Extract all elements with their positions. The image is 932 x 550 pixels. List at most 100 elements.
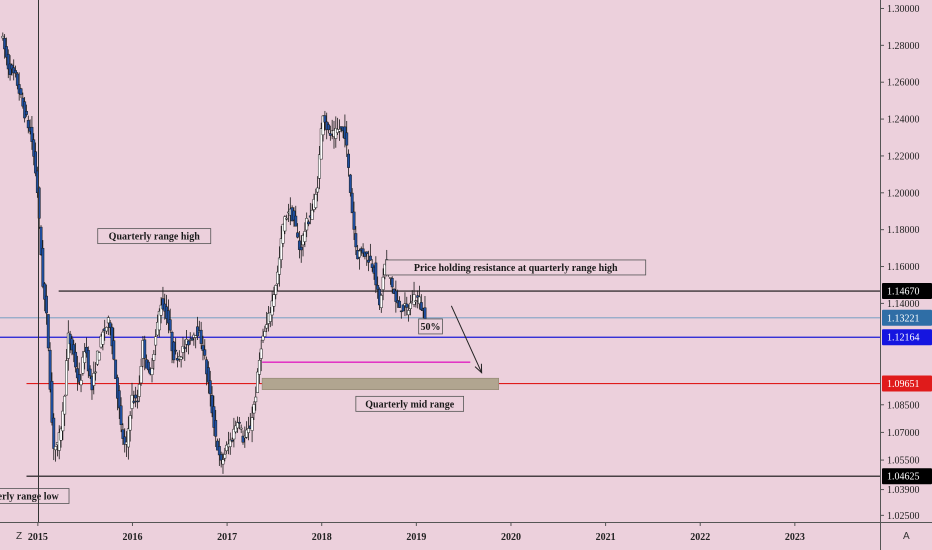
candle-body-226 [412,294,416,305]
candle-body-66 [121,429,125,439]
candle-body-84 [154,336,158,346]
candle-body-22 [41,247,45,287]
candle-body-180 [328,133,332,136]
x-tick-label-0: 2015 [28,532,48,543]
candle-body-5 [10,64,14,70]
candle-body-7 [14,70,17,74]
candle-body-196 [358,250,361,258]
auto-scale-button[interactable]: A [903,531,910,542]
y-tick-label-13: 1.02500 [887,511,920,522]
candle-body-27 [50,380,54,423]
candle-body-120 [219,454,223,461]
candle-body-224 [408,302,412,309]
level-price-badge-0 [882,283,932,300]
candle-body-168 [307,221,310,225]
candle-body-80 [146,361,150,371]
candle-body-62 [114,359,118,379]
candle-body-206 [376,284,380,290]
candle-body-132 [241,435,245,443]
candle-body-151 [276,271,280,285]
target-zone-layer [261,361,499,390]
candle-body-91 [166,310,170,324]
candle-body-100 [183,347,187,349]
y-tick-label-3: 1.24000 [887,115,920,126]
candle-body-32 [59,428,63,441]
candle-body-222 [405,303,409,308]
y-tick-label-8: 1.14000 [887,299,920,310]
candle-body-121 [221,459,225,465]
annotation-box-0 [97,228,212,245]
candle-body-161 [294,215,298,227]
annotation-box-3 [355,395,464,412]
candle-body-12 [23,101,27,119]
candle-body-59 [108,322,112,328]
candle-body-36 [66,332,70,359]
candle-body-203 [370,263,374,268]
candle-body-67 [123,436,127,445]
candle-body-149 [272,294,276,307]
annotation-text-0: Quarterly range high [109,232,201,243]
candle-body-75 [137,384,141,397]
annotation-text-2: 50% [421,322,441,333]
candle-body-87 [159,304,163,316]
candle-body-160 [292,210,296,221]
candle-body-216 [394,290,398,302]
candle-body-95 [174,349,178,352]
candle-body-24 [45,295,48,314]
level-price-label-3: 1.09651 [887,379,920,390]
candle-body-110 [201,345,205,351]
candle-body-125 [228,439,232,447]
candle-body-3 [6,53,10,70]
candle-body-117 [214,419,218,437]
candle-body-122 [223,454,227,459]
y-tick-label-9: 1.08500 [887,400,920,411]
candle-body-145 [265,324,269,329]
level-price-badge-3 [882,375,932,392]
level-price-badge-4 [882,468,932,485]
price-level-labels: 1.14670 1.13221 1.12164 1.09651 1.04625 [882,283,932,485]
candle-body-35 [65,360,68,396]
candle-body-109 [199,329,203,344]
candle-body-119 [217,446,221,456]
candle-body-69 [126,428,130,448]
candle-body-115 [210,395,214,414]
candle-body-41 [75,368,79,379]
candle-body-202 [368,255,372,261]
candle-body-126 [230,440,234,442]
candle-body-60 [110,326,114,347]
y-tick-label-11: 1.05500 [887,456,920,467]
candle-body-213 [388,277,392,279]
candle-body-28 [52,417,56,449]
candle-body-129 [236,422,239,429]
candle-body-189 [345,132,349,146]
candle-body-176 [321,115,325,136]
candle-body-227 [414,300,418,303]
corner-left-button[interactable]: Z [16,531,23,542]
candle-body-10 [19,88,23,95]
candle-body-218 [398,300,401,308]
candle-body-92 [168,319,172,331]
candle-body-174 [317,154,321,179]
candle-body-82 [150,368,154,375]
candle-body-170 [310,209,314,220]
candle-body-214 [390,278,394,288]
candle-body-153 [279,238,283,260]
x-tick-label-7: 2022 [690,532,710,543]
candle-body-198 [361,248,365,254]
candle-body-194 [354,233,358,248]
candle-body-173 [316,187,320,193]
time-axis: 2015 2016 2017 2018 2019 2020 2021 2022 2023 [28,522,805,543]
candle-body-93 [170,331,174,352]
y-tick-label-7: 1.16000 [887,262,920,273]
x-tick-label-2: 2017 [217,532,237,543]
candle-body-17 [32,139,36,157]
x-tick-label-6: 2021 [596,532,616,543]
candle-body-201 [367,259,371,263]
candle-body-209 [381,276,385,290]
candle-body-8 [15,73,19,86]
candle-body-155 [283,216,287,232]
candle-body-47 [86,350,90,372]
candle-body-57 [105,327,108,332]
candle-body-26 [48,349,52,390]
